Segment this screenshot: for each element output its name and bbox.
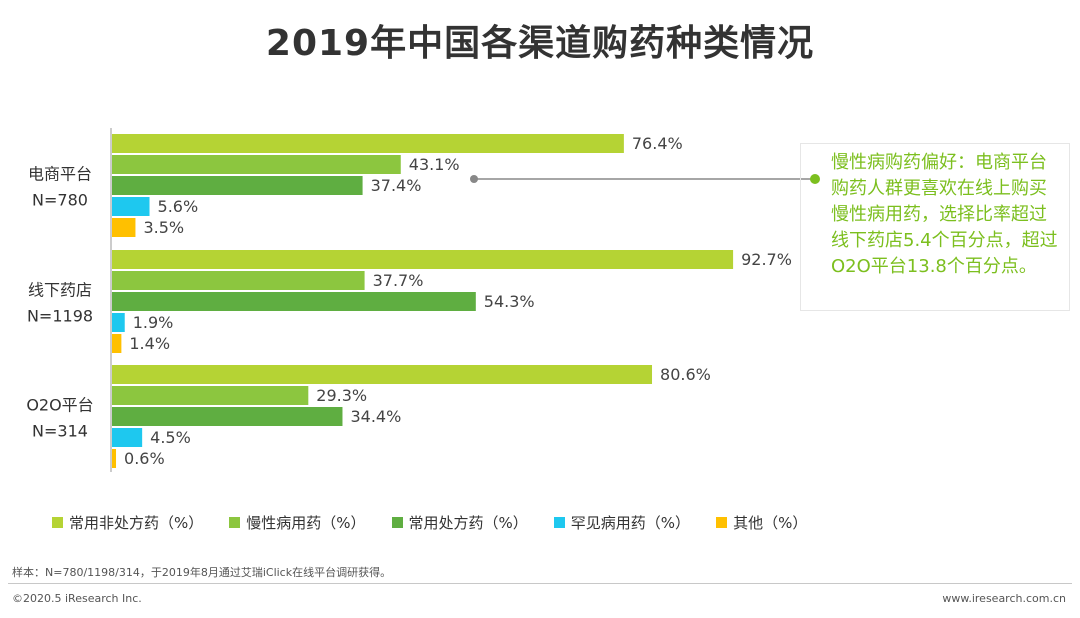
sample-note: 样本：N=780/1198/314，于2019年8月通过艾瑞iClick在线平台… [12,566,392,579]
legend-item: 常用处方药（%） [391,512,528,533]
data-label: 34.4% [350,407,401,426]
bar [112,313,125,332]
data-label: 5.6% [158,197,199,216]
legend-item: 慢性病用药（%） [229,512,366,533]
copyright-text: ©2020.5 iResearch Inc. [12,592,142,605]
legend-swatch [52,517,63,528]
legend-swatch [229,517,241,528]
legend-item: 罕见病用药（%） [553,512,691,533]
bar [112,449,117,468]
data-label: 29.3% [316,386,367,405]
connector-start-dot [470,175,478,183]
bar [112,218,136,237]
bar [112,292,476,311]
callout-text: 慢性病购药偏好：电商平台购药人群更喜欢在线上购买慢性病用药，选择比率超过线下药店… [831,152,1058,277]
bar-chart: 电商平台 N=780 76.4% 43.1% 37.4% 5.6% 3.5% 线下药店 N=11… [26,128,820,472]
legend-swatch [716,517,728,528]
data-label: 37.4% [371,176,422,195]
footer-divider [8,583,1072,584]
data-label: 92.7% [741,250,792,269]
legend-label: 罕见病用药（%） [570,514,691,532]
legend-label: 常用处方药（%） [408,514,528,532]
data-label: 37.7% [373,271,424,290]
data-label: 54.3% [484,292,535,311]
bar [112,176,363,195]
chart-title: 2019年中国各渠道购药种类情况 [265,23,815,64]
bar [112,407,343,426]
legend-item: 常用非处方药（%） [52,512,203,533]
bar [112,155,401,174]
legend-swatch [553,517,565,528]
category-sample-label: N=780 [32,191,88,210]
data-label: 3.5% [143,218,184,237]
legend-label: 常用非处方药（%） [69,514,204,532]
data-label: 4.5% [150,428,191,447]
data-label: 1.4% [129,334,170,353]
website-text: www.iresearch.com.cn [942,592,1066,605]
chart-legend: 常用非处方药（%） 慢性病用药（%） 常用处方药（%） 罕见病用药（%） 其他（%） [52,512,807,533]
bar [112,386,309,405]
connector-end-dot [810,174,820,184]
category-label: 电商平台 [28,165,92,184]
callout-box: 慢性病购药偏好：电商平台购药人群更喜欢在线上购买慢性病用药，选择比率超过线下药店… [800,143,1070,311]
category-label: 线下药店 [28,281,92,300]
legend-item: 其他（%） [716,512,807,533]
bar [112,271,365,290]
legend-swatch [391,517,403,528]
legend-label: 慢性病用药（%） [246,514,366,532]
data-label: 43.1% [409,155,460,174]
data-label: 0.6% [124,449,165,468]
category-label: O2O平台 [26,396,93,415]
bar [112,197,150,216]
category-sample-label: N=314 [32,422,88,441]
bar [112,334,122,353]
bar [112,250,734,269]
data-label: 76.4% [632,134,683,153]
data-label: 1.9% [133,313,174,332]
bar [112,428,143,447]
category-sample-label: N=1198 [27,307,93,326]
bar [112,365,653,384]
data-label: 80.6% [660,365,711,384]
legend-label: 其他（%） [733,514,808,532]
bar [112,134,624,153]
